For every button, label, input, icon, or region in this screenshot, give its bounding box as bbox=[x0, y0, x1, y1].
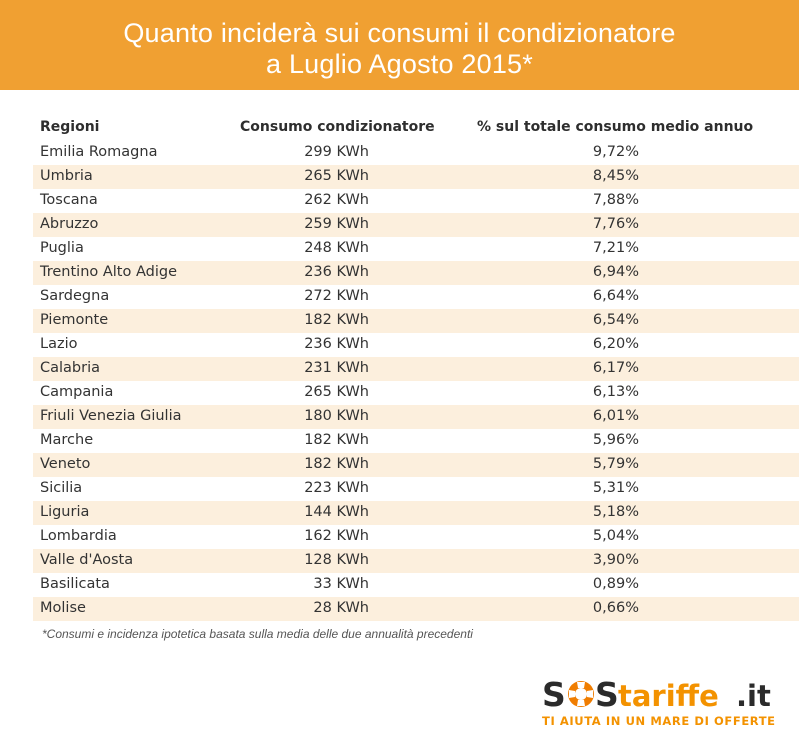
table-row: Abruzzo 259 KWh 7,76% bbox=[33, 213, 799, 237]
cell-consumo: 182 KWh bbox=[304, 456, 369, 472]
table-row: Valle d'Aosta 128 KWh 3,90% bbox=[33, 549, 799, 573]
cell-regione: Abruzzo bbox=[40, 216, 99, 232]
cell-regione: Sicilia bbox=[40, 480, 83, 496]
cell-consumo: 299 KWh bbox=[304, 144, 369, 160]
cell-consumo: 236 KWh bbox=[304, 264, 369, 280]
cell-consumo: 248 KWh bbox=[304, 240, 369, 256]
cell-percentuale: 5,96% bbox=[592, 432, 639, 448]
cell-percentuale: 7,21% bbox=[592, 240, 639, 256]
sostariffe-logo: S S tariffe .it TI AIUTA IN UN MARE DI O… bbox=[540, 672, 790, 732]
cell-consumo: 182 KWh bbox=[304, 312, 369, 328]
cell-percentuale: 6,13% bbox=[592, 384, 639, 400]
column-header-consumo: Consumo condizionatore bbox=[240, 119, 435, 135]
cell-percentuale: 5,31% bbox=[592, 480, 639, 496]
cell-consumo: 128 KWh bbox=[304, 552, 369, 568]
cell-regione: Umbria bbox=[40, 168, 93, 184]
cell-regione: Veneto bbox=[40, 456, 91, 472]
cell-regione: Friuli Venezia Giulia bbox=[40, 408, 182, 424]
cell-consumo: 33 KWh bbox=[313, 576, 369, 592]
cell-regione: Molise bbox=[40, 600, 86, 616]
cell-percentuale: 8,45% bbox=[592, 168, 639, 184]
cell-consumo: 265 KWh bbox=[304, 168, 369, 184]
table-row: Lombardia 162 KWh 5,04% bbox=[33, 525, 799, 549]
cell-regione: Trentino Alto Adige bbox=[40, 264, 177, 280]
cell-regione: Campania bbox=[40, 384, 114, 400]
table-row: Veneto 182 KWh 5,79% bbox=[33, 453, 799, 477]
title-banner: Quanto inciderà sui consumi il condizion… bbox=[0, 0, 799, 90]
table-row: Puglia 248 KWh 7,21% bbox=[33, 237, 799, 261]
cell-regione: Toscana bbox=[40, 192, 98, 208]
table-row: Calabria 231 KWh 6,17% bbox=[33, 357, 799, 381]
cell-percentuale: 6,01% bbox=[592, 408, 639, 424]
svg-text:.it: .it bbox=[736, 679, 771, 713]
cell-percentuale: 5,18% bbox=[592, 504, 639, 520]
table-row: Toscana 262 KWh 7,88% bbox=[33, 189, 799, 213]
table-row: Sardegna 272 KWh 6,64% bbox=[33, 285, 799, 309]
column-header-regioni: Regioni bbox=[40, 119, 100, 135]
cell-consumo: 259 KWh bbox=[304, 216, 369, 232]
cell-percentuale: 6,54% bbox=[592, 312, 639, 328]
table-row: Sicilia 223 KWh 5,31% bbox=[33, 477, 799, 501]
cell-percentuale: 6,17% bbox=[592, 360, 639, 376]
cell-regione: Lazio bbox=[40, 336, 78, 352]
cell-percentuale: 6,64% bbox=[592, 288, 639, 304]
cell-consumo: 236 KWh bbox=[304, 336, 369, 352]
cell-regione: Lombardia bbox=[40, 528, 117, 544]
cell-percentuale: 7,76% bbox=[592, 216, 639, 232]
table-row: Lazio 236 KWh 6,20% bbox=[33, 333, 799, 357]
table-row: Liguria 144 KWh 5,18% bbox=[33, 501, 799, 525]
table-row: Friuli Venezia Giulia 180 KWh 6,01% bbox=[33, 405, 799, 429]
cell-percentuale: 6,20% bbox=[592, 336, 639, 352]
cell-percentuale: 0,89% bbox=[592, 576, 639, 592]
svg-text:tariffe: tariffe bbox=[618, 679, 719, 713]
table-row: Emilia Romagna 299 KWh 9,72% bbox=[33, 141, 799, 165]
cell-percentuale: 6,94% bbox=[592, 264, 639, 280]
table-row: Molise 28 KWh 0,66% bbox=[33, 597, 799, 621]
cell-percentuale: 5,04% bbox=[592, 528, 639, 544]
cell-consumo: 144 KWh bbox=[304, 504, 369, 520]
cell-regione: Marche bbox=[40, 432, 94, 448]
cell-regione: Emilia Romagna bbox=[40, 144, 158, 160]
table-header: Regioni Consumo condizionatore % sul tot… bbox=[33, 115, 799, 141]
cell-consumo: 223 KWh bbox=[304, 480, 369, 496]
cell-consumo: 28 KWh bbox=[313, 600, 369, 616]
logo-tagline: TI AIUTA IN UN MARE DI OFFERTE bbox=[542, 714, 776, 728]
footnote: *Consumi e incidenza ipotetica basata su… bbox=[42, 627, 473, 641]
cell-regione: Calabria bbox=[40, 360, 101, 376]
svg-text:S: S bbox=[595, 675, 619, 714]
svg-text:S: S bbox=[542, 675, 566, 714]
cell-percentuale: 9,72% bbox=[592, 144, 639, 160]
cell-percentuale: 0,66% bbox=[592, 600, 639, 616]
cell-percentuale: 5,79% bbox=[592, 456, 639, 472]
cell-consumo: 162 KWh bbox=[304, 528, 369, 544]
cell-consumo: 262 KWh bbox=[304, 192, 369, 208]
lifebuoy-icon bbox=[568, 681, 594, 707]
title-line-2: a Luglio Agosto 2015* bbox=[266, 49, 533, 79]
table-row: Campania 265 KWh 6,13% bbox=[33, 381, 799, 405]
cell-regione: Sardegna bbox=[40, 288, 110, 304]
cell-percentuale: 7,88% bbox=[592, 192, 639, 208]
logo-graphic: S S tariffe .it TI AIUTA IN UN MARE DI O… bbox=[542, 675, 776, 728]
table-row: Marche 182 KWh 5,96% bbox=[33, 429, 799, 453]
title-line-1: Quanto inciderà sui consumi il condizion… bbox=[123, 18, 676, 48]
cell-regione: Liguria bbox=[40, 504, 90, 520]
cell-regione: Puglia bbox=[40, 240, 84, 256]
cell-consumo: 265 KWh bbox=[304, 384, 369, 400]
cell-regione: Basilicata bbox=[40, 576, 110, 592]
table-row: Umbria 265 KWh 8,45% bbox=[33, 165, 799, 189]
column-header-percentuale: % sul totale consumo medio annuo bbox=[477, 119, 754, 135]
data-table: Regioni Consumo condizionatore % sul tot… bbox=[33, 115, 799, 621]
cell-consumo: 182 KWh bbox=[304, 432, 369, 448]
table-row: Trentino Alto Adige 236 KWh 6,94% bbox=[33, 261, 799, 285]
cell-consumo: 180 KWh bbox=[304, 408, 369, 424]
cell-consumo: 272 KWh bbox=[304, 288, 369, 304]
table-row: Basilicata 33 KWh 0,89% bbox=[33, 573, 799, 597]
cell-regione: Valle d'Aosta bbox=[40, 552, 134, 568]
cell-consumo: 231 KWh bbox=[304, 360, 369, 376]
table-body: Emilia Romagna 299 KWh 9,72% Umbria 265 KWh 8… bbox=[33, 141, 799, 621]
cell-percentuale: 3,90% bbox=[592, 552, 639, 568]
cell-regione: Piemonte bbox=[40, 312, 109, 328]
table-row: Piemonte 182 KWh 6,54% bbox=[33, 309, 799, 333]
